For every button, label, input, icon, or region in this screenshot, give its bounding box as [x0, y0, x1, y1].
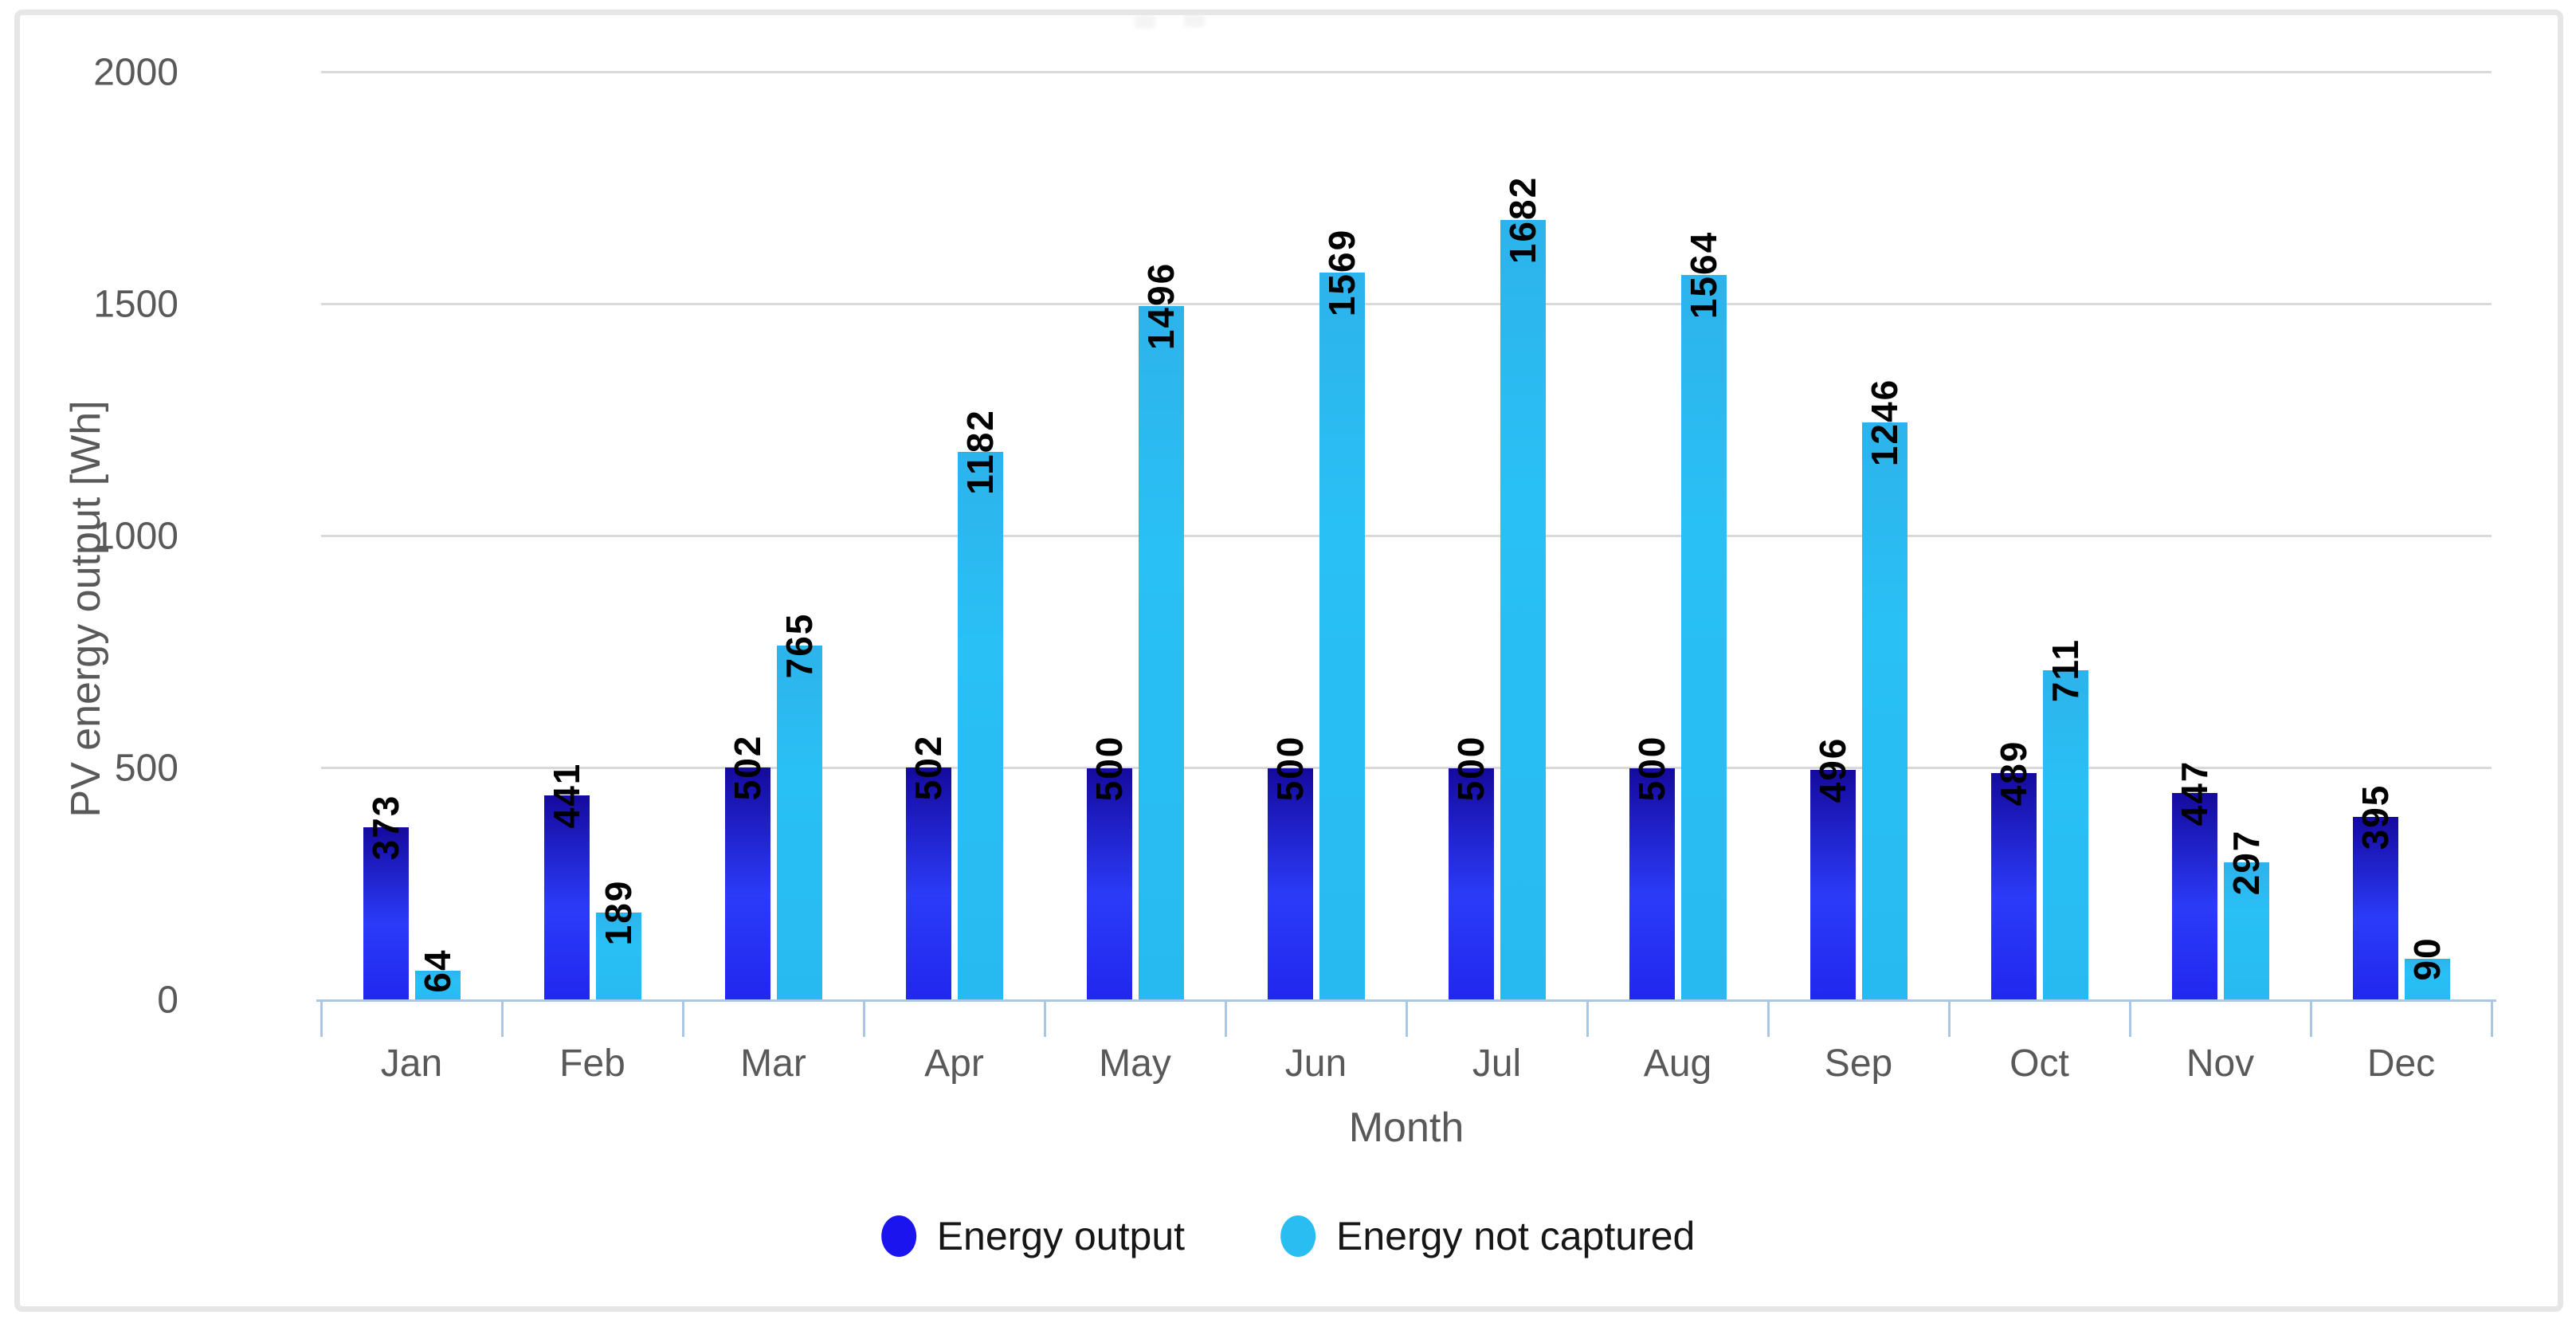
bar-value-label-may-s0: 500: [1088, 735, 1130, 802]
bar-may-energy-not-captured: [1138, 306, 1184, 1000]
x-axis-tick: [2491, 1000, 2493, 1037]
bar-value-label-jan-s0: 373: [365, 794, 406, 861]
bar-value-label-jul-s1: 1682: [1502, 175, 1543, 265]
bar-value-label-nov-s1: 297: [2225, 829, 2267, 896]
bar-sep-energy-output: [1809, 770, 1856, 1000]
x-category-label-jul: Jul: [1472, 1042, 1522, 1085]
x-category-label-aug: Aug: [1643, 1042, 1712, 1085]
gridline-2000: [321, 71, 2492, 73]
bar-jul-energy-not-captured: [1500, 220, 1546, 1000]
y-axis-title: PV energy output [Wh]: [63, 400, 109, 818]
x-category-label-apr: Apr: [924, 1042, 984, 1085]
cropped-title-fragment: [1135, 13, 1222, 33]
bar-value-label-oct-s0: 489: [1993, 740, 2034, 807]
bar-value-label-jun-s0: 500: [1269, 735, 1311, 802]
bar-value-label-dec-s0: 395: [2354, 783, 2396, 850]
x-axis-line: [316, 999, 2496, 1002]
bar-jun-energy-output: [1267, 768, 1313, 1000]
gridline-1500: [321, 303, 2492, 305]
x-axis-tick: [320, 1000, 323, 1037]
bar-jan-energy-output: [363, 827, 409, 1000]
bar-value-label-apr-s0: 502: [908, 734, 949, 801]
plot-area: 0 500 1000 1500 2000 373 64 441 189 502 765 502 118…: [63, 52, 2496, 1151]
x-axis-tick: [682, 1000, 684, 1037]
bar-jan-energy-not-captured: [414, 971, 461, 1000]
gridline-1000: [321, 535, 2492, 537]
bar-value-label-sep-s1: 1246: [1864, 378, 1905, 467]
bar-feb-energy-output: [543, 795, 590, 1000]
x-category-label-feb: Feb: [559, 1042, 625, 1085]
legend-marker-circle-icon: [880, 1215, 916, 1257]
x-axis-tick: [1767, 1000, 1770, 1037]
bar-value-label-feb-s0: 441: [546, 762, 587, 829]
bar-value-label-mar-s1: 765: [778, 612, 820, 679]
legend-item-energy-output[interactable]: Energy output: [880, 1213, 1186, 1259]
x-axis-title: Month: [1348, 1105, 1464, 1151]
x-category-label-jan: Jan: [380, 1042, 443, 1085]
x-axis-tick: [2129, 1000, 2131, 1037]
bar-value-label-sep-s0: 496: [1812, 736, 1853, 803]
y-tick-label-0: 0: [157, 979, 178, 1022]
legend: Energy output Energy not captured: [880, 1213, 1695, 1259]
bar-mar-energy-not-captured: [776, 646, 822, 1000]
bar-value-label-feb-s1: 189: [598, 879, 639, 946]
bar-value-label-may-s1: 1496: [1140, 261, 1182, 351]
bar-value-label-nov-s0: 447: [2174, 760, 2215, 826]
y-tick-label-1500: 1500: [93, 283, 178, 326]
x-axis-tick: [863, 1000, 865, 1037]
bar-apr-energy-output: [905, 767, 951, 1000]
bar-dec-energy-not-captured: [2404, 959, 2450, 1000]
bar-may-energy-output: [1086, 768, 1132, 1000]
bar-value-label-dec-s1: 90: [2406, 936, 2448, 981]
x-category-label-may: May: [1099, 1042, 1171, 1085]
bar-nov-energy-not-captured: [2223, 862, 2269, 1000]
bar-value-label-aug-s1: 1564: [1683, 230, 1724, 320]
bar-value-label-jul-s0: 500: [1450, 735, 1492, 802]
x-category-label-oct: Oct: [2009, 1042, 2069, 1085]
x-axis-tick: [1948, 1000, 1951, 1037]
bar-oct-energy-output: [1990, 773, 2037, 1000]
x-category-label-jun: Jun: [1284, 1042, 1347, 1085]
bar-sep-energy-not-captured: [1861, 422, 1907, 1000]
x-axis-tick: [1225, 1000, 1227, 1037]
x-axis-tick: [501, 1000, 504, 1037]
legend-item-energy-not-captured[interactable]: Energy not captured: [1280, 1213, 1695, 1259]
y-tick-label-2000: 2000: [93, 51, 178, 94]
legend-label: Energy output: [936, 1214, 1186, 1258]
x-axis-tick: [2310, 1000, 2312, 1037]
bar-value-label-jun-s1: 1569: [1321, 228, 1362, 317]
bar-aug-energy-output: [1629, 768, 1675, 1000]
bar-value-label-apr-s1: 1182: [959, 409, 1001, 495]
bar-dec-energy-output: [2352, 817, 2398, 1000]
gridline-500: [321, 767, 2492, 769]
x-axis-tick: [1586, 1000, 1589, 1037]
x-category-label-dec: Dec: [2366, 1042, 2436, 1085]
bar-jul-energy-output: [1448, 768, 1494, 1000]
bar-oct-energy-not-captured: [2042, 670, 2088, 1000]
bar-value-label-mar-s0: 502: [727, 734, 768, 801]
legend-label: Energy not captured: [1336, 1214, 1696, 1258]
x-axis-tick: [1044, 1000, 1046, 1037]
x-category-label-nov: Nov: [2186, 1042, 2255, 1085]
bar-value-label-aug-s0: 500: [1631, 735, 1672, 802]
y-tick-label-500: 500: [114, 747, 178, 790]
bar-jun-energy-not-captured: [1319, 273, 1365, 1000]
bar-value-label-oct-s1: 711: [2045, 638, 2086, 703]
bar-value-label-jan-s1: 64: [417, 948, 458, 993]
bar-nov-energy-output: [2171, 793, 2217, 1000]
bar-aug-energy-not-captured: [1680, 275, 1727, 1000]
bar-mar-energy-output: [724, 767, 770, 1000]
x-axis-tick: [1406, 1000, 1408, 1037]
bar-apr-energy-not-captured: [957, 452, 1003, 1000]
x-category-label-sep: Sep: [1824, 1042, 1893, 1085]
x-category-label-mar: Mar: [740, 1042, 806, 1085]
y-tick-label-1000: 1000: [93, 515, 178, 558]
bar-feb-energy-not-captured: [595, 913, 641, 1000]
legend-marker-circle-icon: [1280, 1215, 1316, 1257]
